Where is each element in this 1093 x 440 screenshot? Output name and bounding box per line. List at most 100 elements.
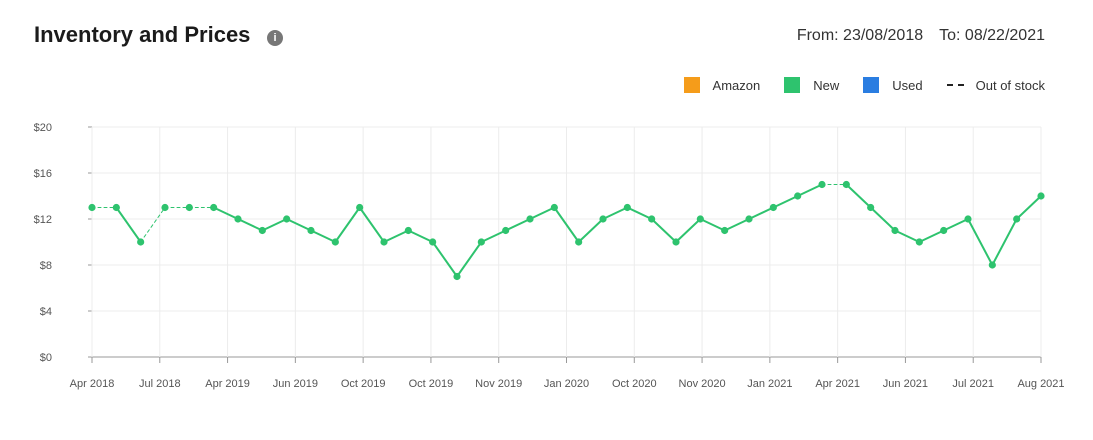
x-tick-label: Apr 2019 (205, 378, 250, 390)
x-tick-label: Nov 2020 (679, 378, 726, 390)
x-tick-label: Oct 2020 (612, 378, 657, 390)
x-tick-label: Jan 2020 (544, 378, 589, 390)
y-tick-label: $12 (34, 214, 52, 226)
series-line-segment (553, 206, 580, 243)
series-line-segment (918, 229, 945, 243)
x-tick-label: Jul 2018 (139, 378, 181, 390)
data-point (891, 226, 899, 235)
data-point (453, 272, 461, 281)
data-point (526, 215, 534, 223)
data-point (672, 238, 680, 246)
data-point (258, 226, 266, 235)
series-line-segment (675, 218, 702, 243)
data-point (745, 215, 753, 223)
y-tick-label: $20 (34, 122, 52, 134)
legend-label-amazon: Amazon (712, 77, 761, 93)
series-line-segment (845, 183, 872, 209)
x-tick-label: Jun 2019 (273, 378, 318, 390)
series-line-segment (796, 183, 823, 197)
used-swatch (863, 77, 880, 93)
data-point (502, 226, 510, 235)
x-tick-label: Apr 2021 (815, 378, 860, 390)
data-point (137, 238, 145, 246)
series-line-segment (285, 218, 312, 232)
data-point (234, 215, 242, 223)
data-point (380, 238, 388, 246)
legend-item-used[interactable]: Used (863, 77, 923, 93)
series-line-segment (358, 206, 385, 243)
series-line-segment (991, 218, 1018, 266)
legend-label-new: New (813, 77, 840, 93)
page-title: Inventory and Prices (34, 22, 251, 47)
series-line-segment (407, 229, 434, 243)
series-line-segment (456, 241, 483, 278)
data-point (550, 203, 558, 212)
legend-label-out-of-stock: Out of stock (975, 77, 1045, 93)
x-tick-label: Jun 2021 (883, 378, 928, 390)
data-point (1013, 215, 1021, 223)
data-point (161, 203, 169, 212)
x-tick-label: Oct 2019 (409, 378, 454, 390)
data-point (842, 180, 850, 189)
series-line-segment (602, 206, 629, 220)
series-line-segment (894, 229, 921, 243)
data-point (1037, 192, 1045, 200)
data-point (915, 238, 923, 246)
series-line-segment (237, 218, 264, 232)
data-point (648, 215, 656, 223)
info-icon[interactable]: i (267, 30, 283, 46)
new-swatch (784, 77, 801, 93)
legend-item-amazon[interactable]: Amazon (683, 77, 761, 93)
y-tick-label: $0 (40, 352, 52, 364)
series-line-segment (310, 229, 337, 243)
data-point (112, 203, 120, 212)
data-point (964, 215, 972, 223)
data-point (940, 226, 948, 235)
series-line-segment (212, 206, 239, 220)
legend: Amazon New Used Out of stock (660, 77, 1045, 93)
date-range: From: 23/08/2018 To: 08/22/2021 (797, 27, 1045, 45)
x-tick-label: Jan 2021 (747, 378, 792, 390)
data-point (331, 238, 339, 246)
series-line-segment (577, 218, 604, 243)
y-tick-label: $8 (40, 260, 52, 272)
data-point (404, 226, 412, 235)
series-line-segment (261, 218, 288, 232)
x-tick-label: Oct 2019 (341, 378, 386, 390)
legend-item-new[interactable]: New (784, 77, 839, 93)
series-line-segment (529, 206, 556, 220)
data-point (356, 203, 364, 212)
data-point (818, 180, 826, 189)
data-point (867, 203, 875, 212)
data-point (794, 192, 802, 200)
series-line-segment (431, 241, 458, 278)
data-point (769, 203, 777, 212)
series-line-segment (699, 218, 726, 232)
data-point (283, 215, 291, 223)
legend-item-out-of-stock[interactable]: Out of stock (946, 77, 1045, 93)
from-date[interactable]: From: 23/08/2018 (796, 27, 924, 44)
data-point (696, 215, 704, 223)
to-date[interactable]: To: 08/22/2021 (939, 27, 1045, 44)
data-point (88, 203, 96, 212)
data-point (575, 238, 583, 246)
legend-label-used: Used (892, 77, 923, 93)
series-line-segment (383, 229, 410, 243)
data-point (721, 226, 729, 235)
data-point (477, 238, 485, 246)
series-line-segment (1015, 195, 1042, 220)
data-point (988, 261, 996, 269)
dashed-line-icon (946, 84, 964, 86)
y-tick-label: $4 (40, 306, 52, 318)
x-tick-label: Nov 2019 (475, 378, 522, 390)
series-line-segment (967, 218, 994, 266)
series-line-segment (480, 229, 507, 243)
series-line-segment (723, 218, 750, 232)
amazon-swatch (683, 77, 700, 93)
x-tick-label: Jul 2021 (952, 378, 994, 390)
data-point (429, 238, 437, 246)
data-point (623, 203, 631, 212)
data-point (210, 203, 218, 212)
series-line-segment (626, 206, 653, 220)
